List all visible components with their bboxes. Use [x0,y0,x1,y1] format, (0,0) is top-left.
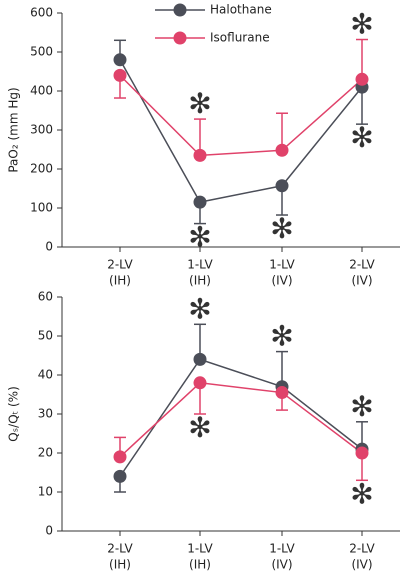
y-tick-label: 0 [45,240,53,254]
data-point [275,143,289,157]
data-point [355,72,369,86]
series-line [119,382,363,458]
x-tick-label: (IV) [351,558,372,572]
significance-mark: ✻ [188,292,211,325]
x-tick-label: 2-LV [107,258,133,272]
x-tick-label: (IV) [271,274,292,288]
data-point [275,179,289,193]
y-tick-label: 300 [30,123,53,137]
y-tick-label: 50 [38,329,53,343]
x-tick-label: (IH) [109,274,131,288]
series-line [119,358,363,477]
y-tick-label: 100 [30,201,53,215]
x-tick-label: 2-LV [349,542,375,556]
data-point [193,376,207,390]
y-axis-label: Qₛ/Qₜ (%) [7,386,21,442]
x-tick-label: (IH) [109,558,131,572]
significance-mark: ✻ [188,411,211,444]
series-line [119,74,363,157]
data-point [113,450,127,464]
significance-mark: ✻ [350,121,373,154]
y-tick-label: 400 [30,84,53,98]
y-axis-label: PaO₂ (mm Hg) [7,87,21,172]
y-tick-label: 10 [38,485,53,499]
y-tick-label: 30 [38,407,53,421]
data-point [113,469,127,483]
significance-mark: ✻ [270,212,293,245]
y-tick-label: 200 [30,162,53,176]
legend-label: Isoflurane [210,31,270,45]
significance-mark: ✻ [350,8,373,41]
legend-swatch [173,3,187,17]
x-tick-label: 1-LV [269,542,295,556]
data-point [275,386,289,400]
y-tick-label: 40 [38,368,53,382]
significance-mark: ✻ [270,320,293,353]
x-tick-label: 2-LV [349,258,375,272]
data-point [193,195,207,209]
data-point [355,446,369,460]
x-tick-label: 1-LV [269,258,295,272]
y-tick-label: 500 [30,45,53,59]
x-tick-label: 1-LV [187,542,213,556]
data-point [193,148,207,162]
significance-mark: ✻ [188,87,211,120]
significance-mark: ✻ [188,221,211,254]
x-tick-label: 2-LV [107,542,133,556]
significance-mark: ✻ [350,390,373,423]
data-point [113,68,127,82]
significance-mark: ✻ [350,477,373,510]
data-point [193,352,207,366]
x-tick-label: (IH) [189,558,211,572]
y-tick-label: 20 [38,446,53,460]
x-tick-label: (IV) [271,558,292,572]
legend-label: Halothane [210,3,272,17]
data-point [113,53,127,67]
x-tick-label: (IH) [189,274,211,288]
x-tick-label: 1-LV [187,258,213,272]
legend-swatch [173,31,187,45]
y-tick-label: 600 [30,6,53,20]
series-line [119,59,363,203]
x-tick-label: (IV) [351,274,372,288]
y-tick-label: 60 [38,290,53,304]
y-tick-label: 0 [45,524,53,538]
